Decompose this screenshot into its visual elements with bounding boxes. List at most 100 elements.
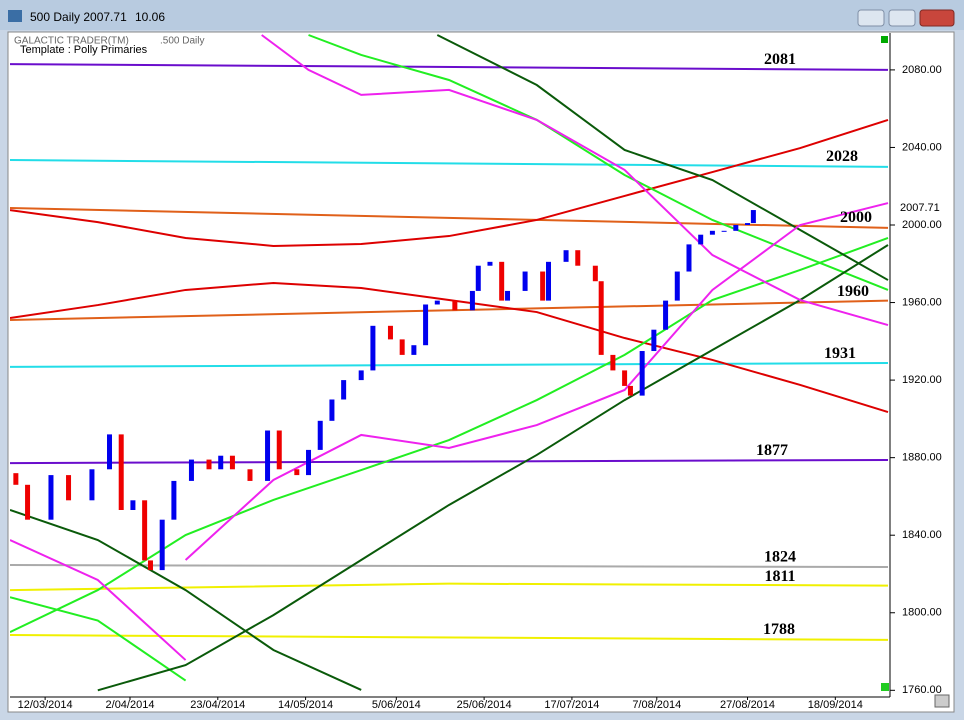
planet-line: [10, 118, 889, 247]
candle: [674, 271, 680, 301]
candle: [610, 354, 616, 371]
minimize-button[interactable]: [857, 9, 885, 27]
candle: [563, 250, 569, 262]
candle: [294, 469, 300, 476]
corner-marker: [881, 36, 888, 43]
candle: [358, 370, 364, 381]
candle: [317, 420, 323, 450]
candle: [627, 385, 633, 396]
planet-line: [10, 564, 889, 568]
candle: [206, 459, 212, 470]
x-tick-label: 2/04/2014: [106, 699, 155, 711]
close-button[interactable]: [919, 9, 955, 27]
planet-line: [10, 206, 889, 229]
planet-line: [10, 362, 889, 368]
plot: [10, 34, 889, 692]
candle: [229, 455, 235, 470]
x-tick-label: 23/04/2014: [190, 699, 245, 711]
candle: [171, 480, 177, 520]
title-bar: [0, 0, 964, 30]
line-label: 2028: [826, 148, 858, 165]
candle: [66, 475, 72, 501]
x-tick-label: 27/08/2014: [720, 699, 775, 711]
candle: [159, 519, 165, 571]
chart-area: [7, 31, 955, 713]
candle: [709, 230, 715, 235]
y-tick-label: 2080.00: [902, 64, 942, 76]
chart-subtitle: .500 Daily: [160, 36, 204, 47]
candle: [423, 304, 429, 346]
candle: [247, 469, 253, 481]
planet-line: [261, 34, 889, 327]
tf-button[interactable]: [934, 694, 950, 708]
candle: [48, 475, 54, 520]
candle: [147, 560, 153, 571]
line-label: 1788: [763, 621, 795, 638]
y-tick-label: 1920.00: [902, 374, 942, 386]
line-label: 1811: [764, 568, 795, 585]
y-tick-label: 2000.00: [902, 219, 942, 231]
y-tick-label: 1840.00: [902, 529, 942, 541]
maximize-button[interactable]: [888, 9, 916, 27]
candle: [13, 473, 19, 485]
line-label: 1877: [756, 442, 788, 459]
planet-line: [436, 34, 889, 281]
candle: [686, 244, 692, 272]
line-label: 1960: [837, 283, 869, 300]
x-tick-label: 7/08/2014: [632, 699, 681, 711]
candle: [575, 250, 581, 266]
planet-line: [184, 202, 889, 561]
chart-title: GALACTIC TRADER(TM): [14, 36, 129, 47]
x-tick-label: 18/09/2014: [808, 699, 863, 711]
candle: [505, 290, 511, 301]
line-label: 1931: [824, 345, 856, 362]
candle: [341, 380, 347, 400]
candle: [698, 234, 704, 245]
window-value: 10.06: [135, 10, 165, 24]
candle: [639, 351, 645, 396]
planet-line: [308, 34, 889, 291]
candle: [265, 430, 271, 481]
candle: [598, 281, 604, 355]
candle: [546, 261, 552, 301]
planet-line: [10, 63, 889, 71]
app-icon: [8, 10, 22, 22]
candle: [276, 430, 282, 470]
candle: [592, 265, 598, 282]
planet-line: [10, 159, 889, 168]
planet-line: [10, 596, 187, 682]
line-label: 2081: [764, 51, 796, 68]
candle: [745, 223, 751, 225]
line-label: 2000: [840, 209, 872, 226]
x-tick-label: 12/03/2014: [18, 699, 73, 711]
x-tick-label: 17/07/2014: [544, 699, 599, 711]
planet-line: [10, 299, 889, 321]
candle: [651, 329, 657, 352]
candle: [306, 449, 312, 476]
planet-line: [97, 244, 889, 692]
candle: [733, 225, 739, 231]
candle: [387, 325, 393, 340]
candle: [452, 300, 458, 311]
x-tick-label: 14/05/2014: [278, 699, 333, 711]
candle: [540, 271, 546, 301]
candle: [487, 261, 493, 266]
y-tick-label: 1800.00: [902, 607, 942, 619]
x-tick-label: 25/06/2014: [457, 699, 512, 711]
candle: [89, 469, 95, 501]
candle: [130, 500, 136, 510]
planet-line: [10, 458, 889, 465]
candle: [107, 434, 113, 470]
candle: [188, 459, 194, 481]
planet-line: [10, 634, 889, 641]
planet-line: [10, 281, 889, 414]
x-tick-label: 5/06/2014: [372, 699, 421, 711]
candle: [663, 300, 669, 330]
planet-line: [10, 539, 187, 661]
y-tick-label: 1760.00: [902, 684, 942, 696]
candle: [475, 265, 481, 291]
candle: [399, 339, 405, 355]
corner-marker: [881, 683, 889, 691]
